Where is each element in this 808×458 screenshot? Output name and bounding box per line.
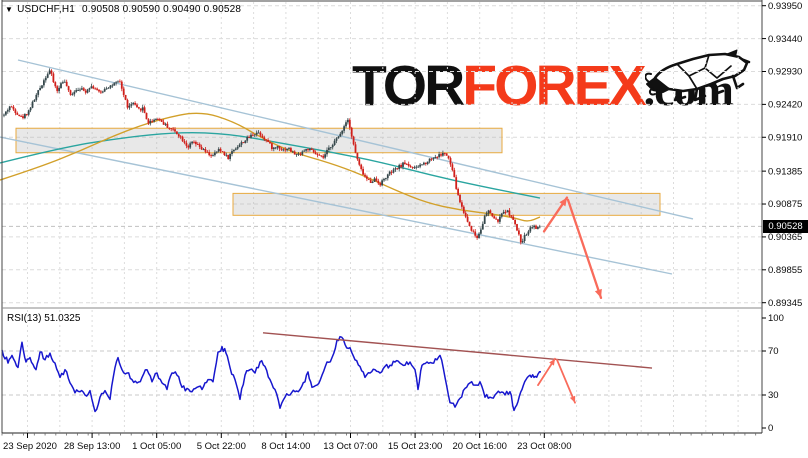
svg-text:0.91385: 0.91385 <box>768 166 802 177</box>
svg-text:0.93440: 0.93440 <box>768 34 802 45</box>
svg-text:100: 100 <box>768 313 784 324</box>
svg-text:13 Oct 07:00: 13 Oct 07:00 <box>323 441 377 452</box>
current-price-flag: 0.90528 <box>763 220 808 233</box>
symbol-title-bar: ▼ USDCHF,H1 0.90508 0.90590 0.90490 0.9052… <box>5 4 241 15</box>
symbol-label: USDCHF,H1 <box>17 4 76 15</box>
svg-text:8 Oct 14:00: 8 Oct 14:00 <box>261 441 310 452</box>
logo-text-tor: TOR <box>352 54 465 118</box>
logo-text-forex: FOREX <box>462 54 646 118</box>
grid-lines <box>2 2 762 432</box>
svg-text:0: 0 <box>768 423 773 434</box>
chevron-down-icon[interactable]: ▼ <box>5 5 14 14</box>
svg-text:0.89855: 0.89855 <box>768 265 802 276</box>
pane-borders <box>1 0 763 434</box>
watermark-logo: TORFOREX.com <box>352 49 751 115</box>
rsi-indicator-label: RSI(13) 51.0325 <box>7 313 81 324</box>
svg-text:5 Oct 22:00: 5 Oct 22:00 <box>197 441 246 452</box>
svg-text:70: 70 <box>768 346 779 357</box>
rsi-pane <box>1 332 653 413</box>
svg-text:0.90875: 0.90875 <box>768 199 802 210</box>
svg-text:0.91910: 0.91910 <box>768 132 802 143</box>
axis-labels: 0.93950 0.93440 0.92930 0.92420 0.91910 0.913… <box>1 1 802 452</box>
candles <box>3 68 541 245</box>
svg-text:0.92930: 0.92930 <box>768 67 802 78</box>
svg-text:0.92420: 0.92420 <box>768 100 802 111</box>
channel-trendlines <box>0 59 694 275</box>
bull-icon <box>645 49 751 102</box>
svg-text:15 Oct 23:00: 15 Oct 23:00 <box>388 441 442 452</box>
svg-text:0.90365: 0.90365 <box>768 232 802 243</box>
svg-text:30: 30 <box>768 390 779 401</box>
svg-text:20 Oct 16:00: 20 Oct 16:00 <box>452 441 506 452</box>
svg-text:28 Sep 13:00: 28 Sep 13:00 <box>64 441 121 452</box>
forecast-arrows <box>542 196 603 300</box>
svg-text:23 Sep 2020: 23 Sep 2020 <box>3 441 57 452</box>
svg-text:0.89345: 0.89345 <box>768 298 802 309</box>
svg-text:1 Oct 05:00: 1 Oct 05:00 <box>132 441 181 452</box>
svg-text:0.93950: 0.93950 <box>768 1 802 12</box>
ohlc-quotes: 0.90508 0.90590 0.90490 0.90528 <box>82 4 242 15</box>
svg-text:23 Oct 08:00: 23 Oct 08:00 <box>517 441 571 452</box>
